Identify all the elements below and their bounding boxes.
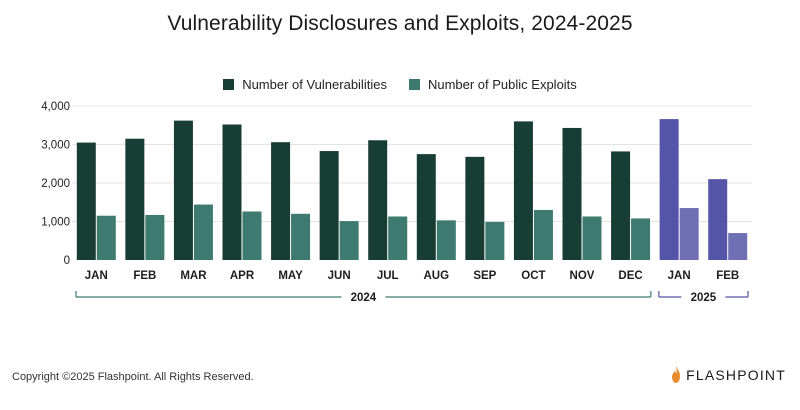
bar-vulnerabilities [173, 120, 193, 260]
y-tick-label: 2,000 [41, 178, 70, 190]
flame-icon [672, 366, 681, 383]
bar-exploits [96, 215, 116, 260]
bar-vulnerabilities [513, 121, 533, 261]
x-tick-label: MAY [278, 270, 303, 282]
bar-exploits [242, 211, 262, 260]
bar-vulnerabilities [319, 151, 339, 260]
bar-vulnerabilities [562, 127, 582, 260]
x-tick-label: OCT [521, 270, 545, 282]
x-tick-label: JUL [377, 270, 399, 282]
chart-title: Vulnerability Disclosures and Exploits, … [167, 12, 633, 35]
bar-exploits [679, 208, 699, 260]
bar-exploits [533, 209, 553, 260]
legend-item-vulnerabilities: Number of Vulnerabilities [223, 77, 387, 92]
bar-vulnerabilities [271, 142, 291, 260]
legend-label-vulnerabilities: Number of Vulnerabilities [242, 77, 387, 92]
bar-vulnerabilities [125, 138, 145, 260]
y-tick-label: 0 [64, 255, 70, 267]
x-tick-label: FEB [133, 270, 156, 282]
x-tick-label: JUN [328, 270, 351, 282]
bar-exploits [582, 216, 602, 260]
year-label: 2024 [351, 292, 377, 304]
x-tick-label: SEP [473, 270, 496, 282]
bar-vulnerabilities [368, 140, 388, 260]
legend-swatch-exploits [408, 79, 420, 90]
bar-vulnerabilities [611, 151, 631, 260]
x-tick-label: MAR [180, 270, 207, 282]
bar-exploits [631, 218, 651, 260]
x-tick-label: NOV [570, 270, 595, 282]
bar-exploits [193, 204, 213, 260]
bar-vulnerabilities [222, 124, 242, 260]
x-tick-label: FEB [716, 270, 739, 282]
bar-vulnerabilities [659, 119, 679, 260]
year-label: 2025 [691, 292, 717, 304]
x-tick-label: AUG [424, 270, 450, 282]
legend-swatch-vulnerabilities [223, 79, 235, 90]
bar-exploits [339, 221, 359, 260]
x-tick-label: DEC [618, 270, 642, 282]
bar-exploits [485, 221, 505, 260]
copyright-text: Copyright ©2025 Flashpoint. All Rights R… [12, 371, 254, 383]
bar-vulnerabilities [708, 179, 728, 260]
bar-exploits [291, 213, 311, 260]
bar-vulnerabilities [465, 156, 485, 260]
y-tick-label: 3,000 [41, 140, 70, 152]
legend-item-exploits: Number of Public Exploits [408, 77, 577, 92]
x-tick-label: JAN [668, 270, 691, 282]
x-tick-label: APR [230, 270, 255, 282]
flashpoint-logo: FLASHPOINT [671, 366, 786, 384]
y-tick-label: 4,000 [41, 101, 70, 113]
bar-exploits [436, 220, 456, 260]
x-tick-label: JAN [85, 270, 108, 282]
legend-label-exploits: Number of Public Exploits [427, 77, 577, 92]
bar-exploits [145, 214, 165, 260]
bar-vulnerabilities [76, 142, 96, 260]
y-tick-label: 1,000 [41, 217, 70, 229]
bar-exploits [728, 233, 748, 260]
legend: Number of Vulnerabilities Number of Publ… [0, 77, 800, 92]
logo-text: FLASHPOINT [686, 367, 786, 383]
bar-exploits [388, 216, 408, 260]
bar-vulnerabilities [416, 154, 436, 260]
